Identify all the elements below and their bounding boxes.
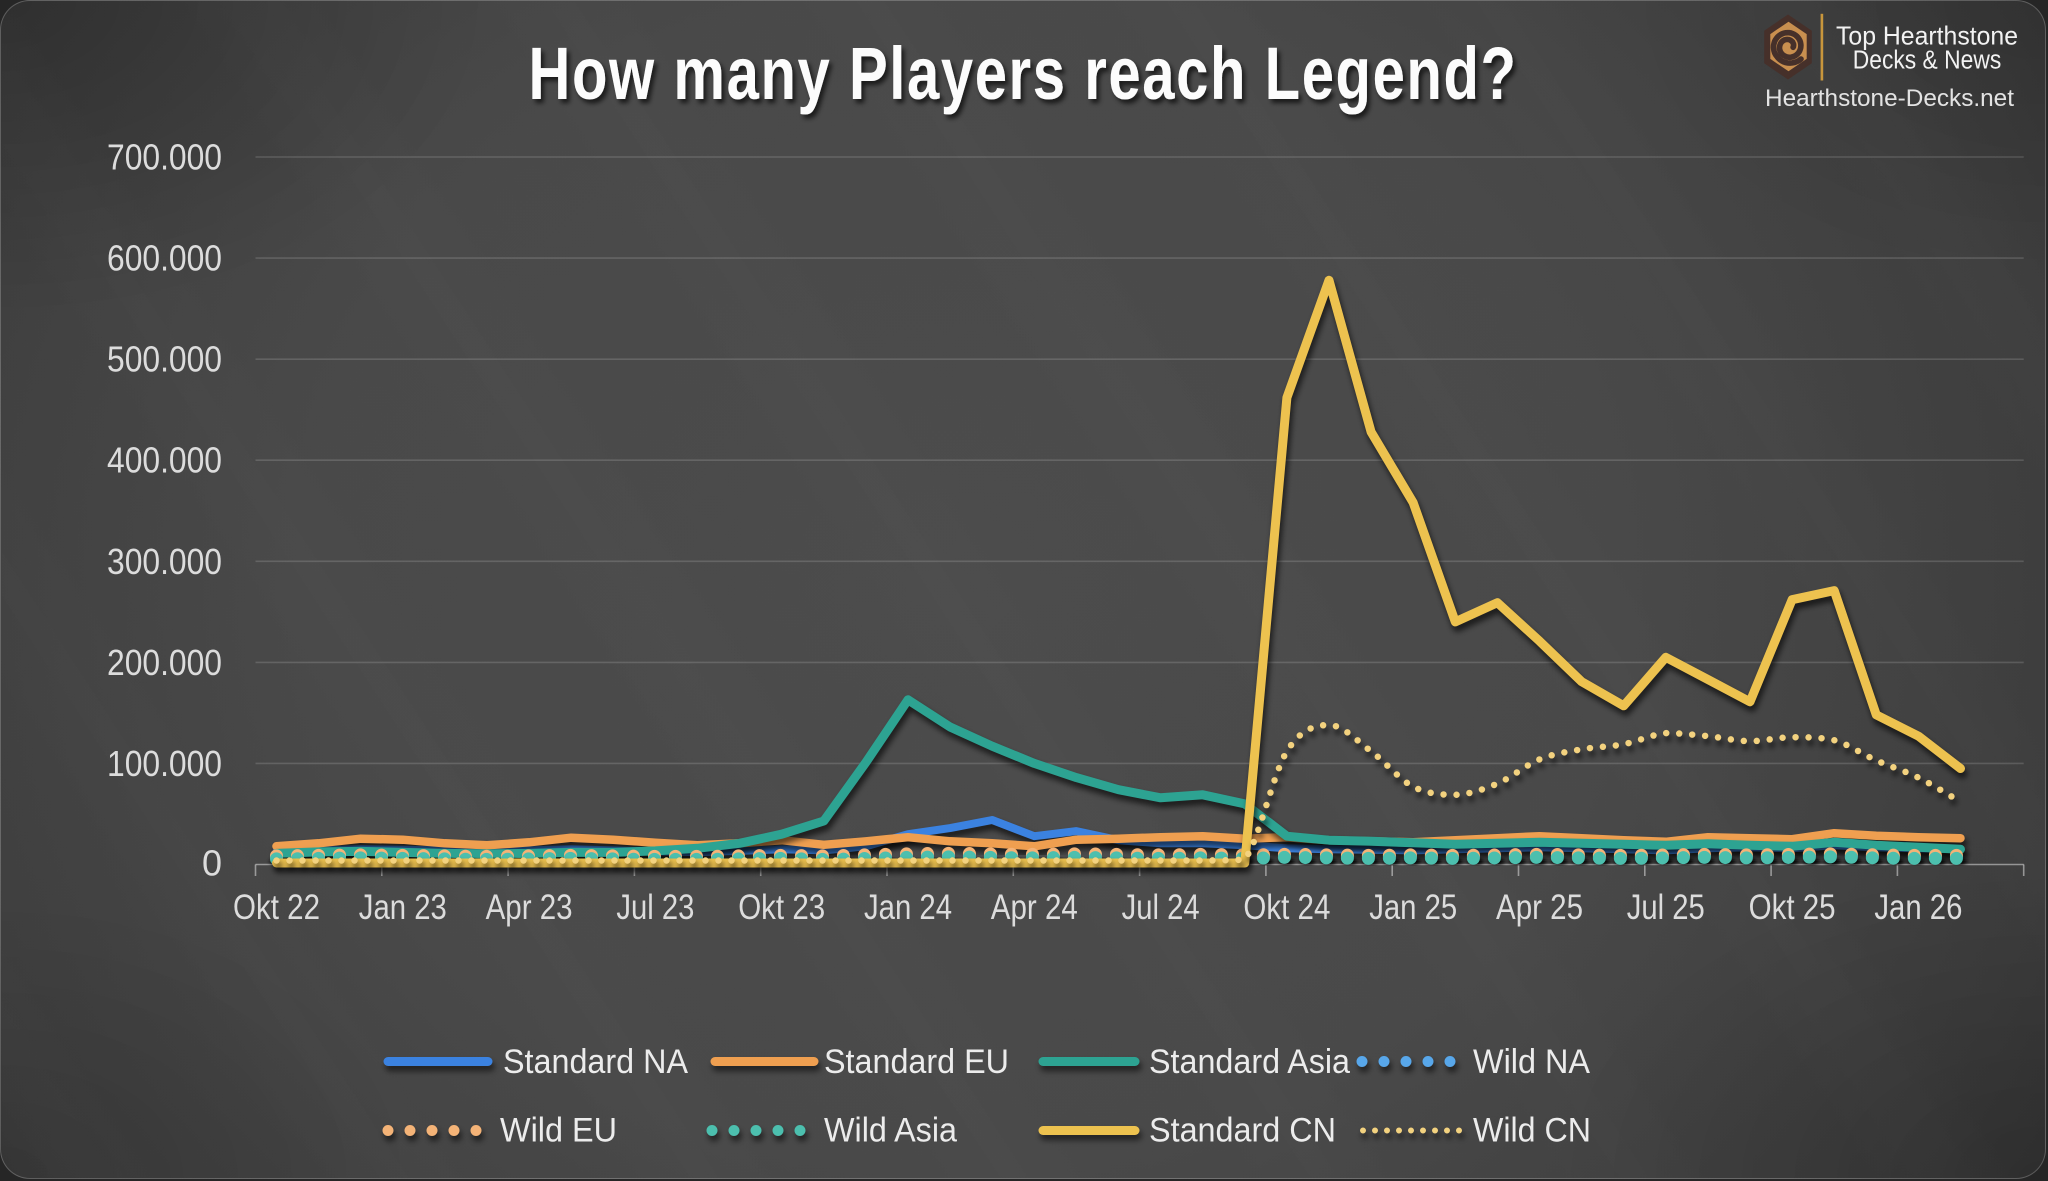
svg-text:Okt 24: Okt 24 — [1243, 888, 1330, 927]
svg-text:Decks & News: Decks & News — [1853, 47, 2002, 75]
svg-text:Apr 25: Apr 25 — [1496, 888, 1583, 927]
svg-text:Jul 25: Jul 25 — [1627, 888, 1705, 927]
svg-text:Jan 25: Jan 25 — [1369, 888, 1457, 927]
svg-text:Jan 23: Jan 23 — [359, 888, 447, 927]
svg-text:Okt 25: Okt 25 — [1749, 888, 1836, 927]
svg-text:Wild CN: Wild CN — [1473, 1112, 1591, 1150]
svg-text:0: 0 — [202, 843, 222, 884]
svg-text:Jan 26: Jan 26 — [1874, 888, 1962, 927]
svg-text:600.000: 600.000 — [107, 238, 222, 279]
svg-text:400.000: 400.000 — [107, 440, 222, 481]
svg-text:Jan 24: Jan 24 — [864, 888, 952, 927]
svg-text:Okt 23: Okt 23 — [738, 888, 825, 927]
svg-text:Standard CN: Standard CN — [1149, 1112, 1336, 1150]
svg-text:How many Players reach Legend?: How many Players reach Legend? — [529, 32, 1518, 115]
svg-text:Standard NA: Standard NA — [503, 1043, 688, 1081]
svg-text:300.000: 300.000 — [107, 541, 222, 582]
svg-text:Top Hearthstone: Top Hearthstone — [1836, 20, 2018, 50]
svg-text:Standard Asia: Standard Asia — [1149, 1043, 1350, 1081]
svg-text:Apr 23: Apr 23 — [486, 888, 573, 927]
svg-text:Hearthstone-Decks.net: Hearthstone-Decks.net — [1765, 85, 2014, 112]
svg-text:Okt 22: Okt 22 — [233, 888, 320, 927]
svg-text:Jul 24: Jul 24 — [1122, 888, 1200, 927]
svg-text:200.000: 200.000 — [107, 642, 222, 683]
svg-text:Wild EU: Wild EU — [500, 1112, 617, 1150]
svg-text:Apr 24: Apr 24 — [991, 888, 1078, 927]
svg-text:Jul 23: Jul 23 — [616, 888, 694, 927]
svg-text:500.000: 500.000 — [107, 339, 222, 380]
svg-text:100.000: 100.000 — [107, 743, 222, 784]
svg-text:Standard EU: Standard EU — [824, 1043, 1009, 1081]
svg-text:700.000: 700.000 — [107, 137, 222, 178]
svg-text:Wild Asia: Wild Asia — [824, 1112, 957, 1150]
svg-text:Wild NA: Wild NA — [1473, 1043, 1590, 1081]
